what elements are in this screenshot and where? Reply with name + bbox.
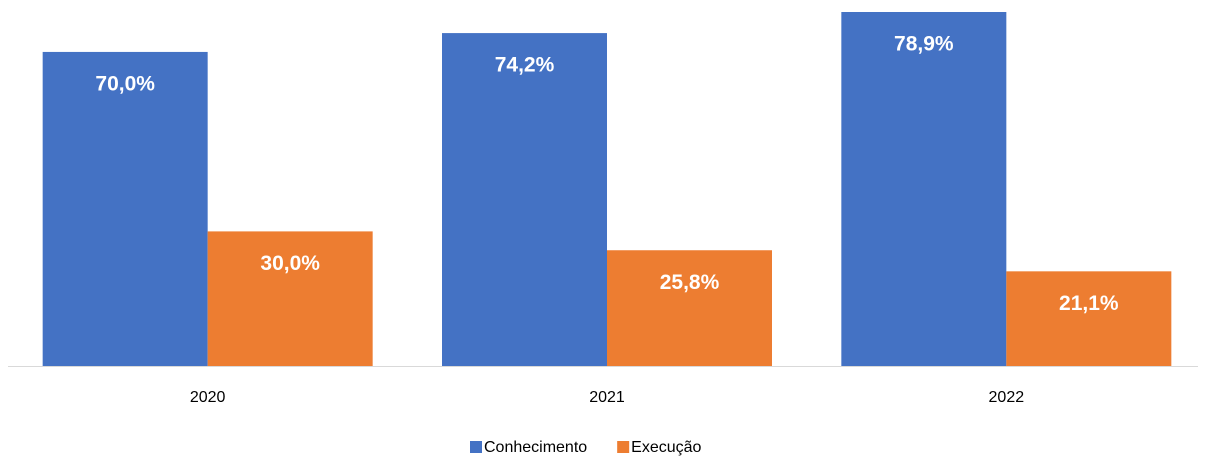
- bar: [442, 33, 607, 366]
- legend-label: Conhecimento: [484, 439, 587, 456]
- bar: [1006, 271, 1172, 366]
- x-tick-label: 2021: [589, 389, 625, 406]
- bar: [42, 51, 208, 367]
- bar: [207, 231, 373, 366]
- legend-swatch: [470, 441, 482, 453]
- value-label: 70,0%: [95, 72, 155, 95]
- value-label: 30,0%: [260, 252, 320, 275]
- legend-swatch: [617, 441, 630, 453]
- x-tick-label: 2020: [190, 389, 226, 406]
- value-label: 74,2%: [495, 54, 555, 77]
- bar: [607, 250, 772, 366]
- bar: [841, 12, 1007, 366]
- value-label: 25,8%: [660, 271, 720, 294]
- value-label: 78,9%: [894, 33, 954, 56]
- value-label: 21,1%: [1059, 292, 1119, 315]
- x-tick-label: 2022: [989, 389, 1025, 406]
- legend-label: Execução: [631, 439, 701, 456]
